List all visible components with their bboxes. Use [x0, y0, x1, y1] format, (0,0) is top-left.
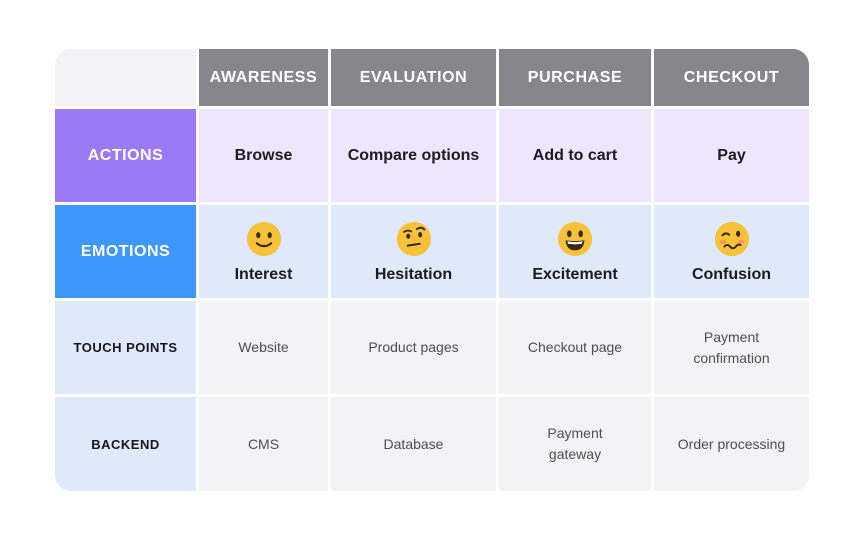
emotion-text: Confusion — [691, 265, 772, 283]
action-cell-checkout: Pay — [654, 109, 809, 202]
backend-cell-checkout: Order processing — [654, 397, 809, 491]
emotion-text: Excitement — [532, 265, 618, 283]
emotion-text: Interest — [234, 265, 293, 283]
emotion-cell-checkout: Confusion — [654, 205, 809, 298]
row-header-emotions: EMOTIONS — [55, 205, 196, 298]
backend-text: Database — [383, 435, 444, 452]
face-with-raised-eyebrow-icon — [396, 221, 431, 256]
touch-point-cell-awareness: Website — [199, 301, 328, 394]
touch-point-text: Website — [238, 339, 289, 355]
emotion-cell-purchase: Excitement — [499, 205, 651, 298]
emotion-text: Hesitation — [374, 265, 453, 283]
touch-point-cell-purchase: Checkout page — [499, 301, 651, 394]
action-text: Compare options — [347, 146, 480, 164]
column-header-purchase: PURCHASE — [499, 49, 651, 106]
woozy-face-icon — [714, 221, 749, 256]
backend-text: CMS — [247, 435, 280, 452]
action-cell-awareness: Browse — [199, 109, 328, 202]
slightly-smiling-face-icon — [246, 221, 281, 256]
backend-cell-purchase: Payment gateway — [499, 397, 651, 491]
touch-point-text: Checkout page — [527, 339, 623, 355]
corner-cell — [55, 49, 196, 106]
column-header-checkout: CHECKOUT — [654, 49, 809, 106]
action-cell-evaluation: Compare options — [331, 109, 496, 202]
touch-point-text: Payment confirmation — [693, 328, 770, 366]
backend-cell-awareness: CMS — [199, 397, 328, 491]
emotion-cell-awareness: Interest — [199, 205, 328, 298]
column-header-evaluation: EVALUATION — [331, 49, 496, 106]
touch-point-cell-checkout: Payment confirmation — [654, 301, 809, 394]
row-header-touch-points: TOUCH POINTS — [55, 301, 196, 394]
touch-point-cell-evaluation: Product pages — [331, 301, 496, 394]
action-text: Pay — [717, 146, 746, 164]
emotion-cell-evaluation: Hesitation — [331, 205, 496, 298]
action-text: Browse — [234, 146, 293, 164]
row-header-backend: BACKEND — [55, 397, 196, 491]
backend-text: Order processing — [677, 435, 786, 452]
grinning-face-icon — [557, 221, 593, 256]
backend-text: Payment gateway — [547, 425, 603, 462]
backend-cell-evaluation: Database — [331, 397, 496, 491]
customer-journey-map: AWARENESS EVALUATION PURCHASE CHECKOUT A… — [55, 49, 809, 491]
row-header-actions: ACTIONS — [55, 109, 196, 202]
touch-point-text: Product pages — [368, 339, 459, 355]
action-text: Add to cart — [532, 146, 618, 164]
action-cell-purchase: Add to cart — [499, 109, 651, 202]
column-header-awareness: AWARENESS — [199, 49, 328, 106]
